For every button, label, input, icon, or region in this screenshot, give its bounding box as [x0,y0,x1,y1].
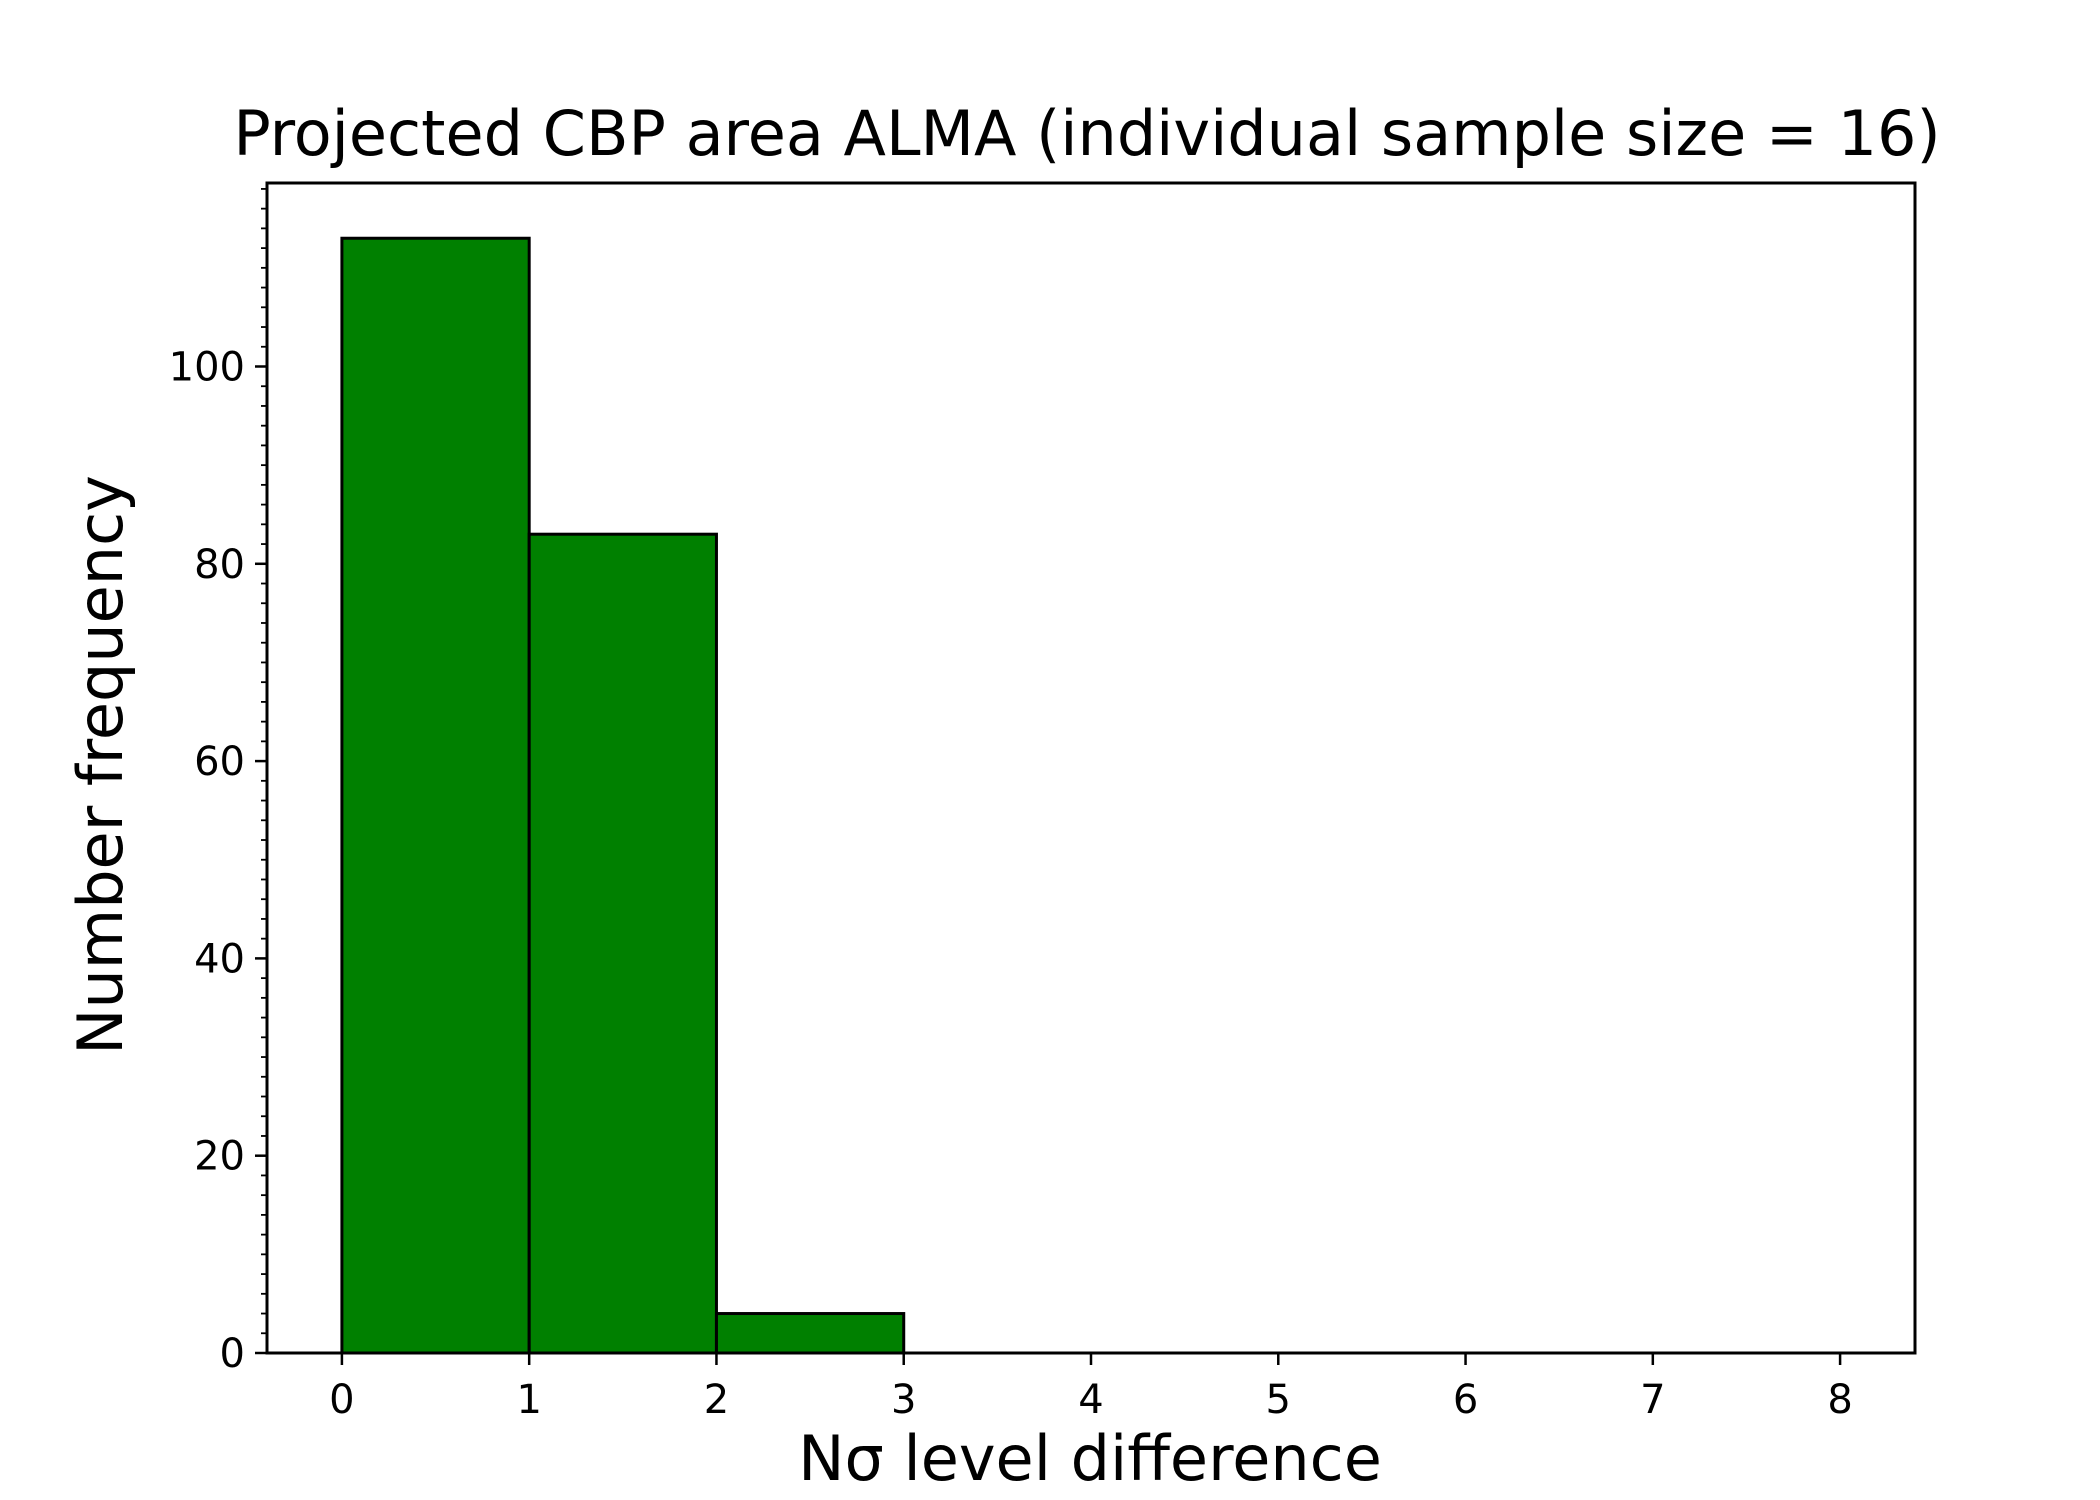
bars-group [340,236,906,1355]
y-tick-label: 80 [194,542,245,588]
x-tick-label: 1 [516,1377,541,1423]
x-axis-ticks: 0 1 2 3 4 5 6 7 8 [329,1353,1853,1423]
x-tick-label: 2 [704,1377,729,1423]
y-tick-label: 20 [194,1134,245,1180]
histogram-bar [340,236,531,1355]
x-tick-label: 4 [1078,1377,1103,1423]
y-axis-ticks: 0 20 40 60 80 100 [169,188,267,1377]
chart-title: Projected CBP area ALMA (individual samp… [233,97,1940,170]
y-axis-label: Number frequency [64,475,137,1055]
y-tick-label: 40 [194,936,245,982]
histogram-bar [527,532,718,1355]
x-tick-label: 6 [1453,1377,1478,1423]
x-tick-label: 7 [1640,1377,1665,1423]
y-tick-label: 60 [194,739,245,785]
x-axis-label: Nσ level difference [798,1422,1382,1495]
y-tick-label: 0 [220,1331,245,1377]
plot-frame [265,181,1917,1355]
x-tick-label: 0 [329,1377,354,1423]
x-tick-label: 8 [1827,1377,1852,1423]
histogram-bar [714,1312,906,1355]
x-tick-label: 3 [891,1377,916,1423]
y-tick-label: 100 [169,344,245,390]
x-tick-label: 5 [1266,1377,1291,1423]
